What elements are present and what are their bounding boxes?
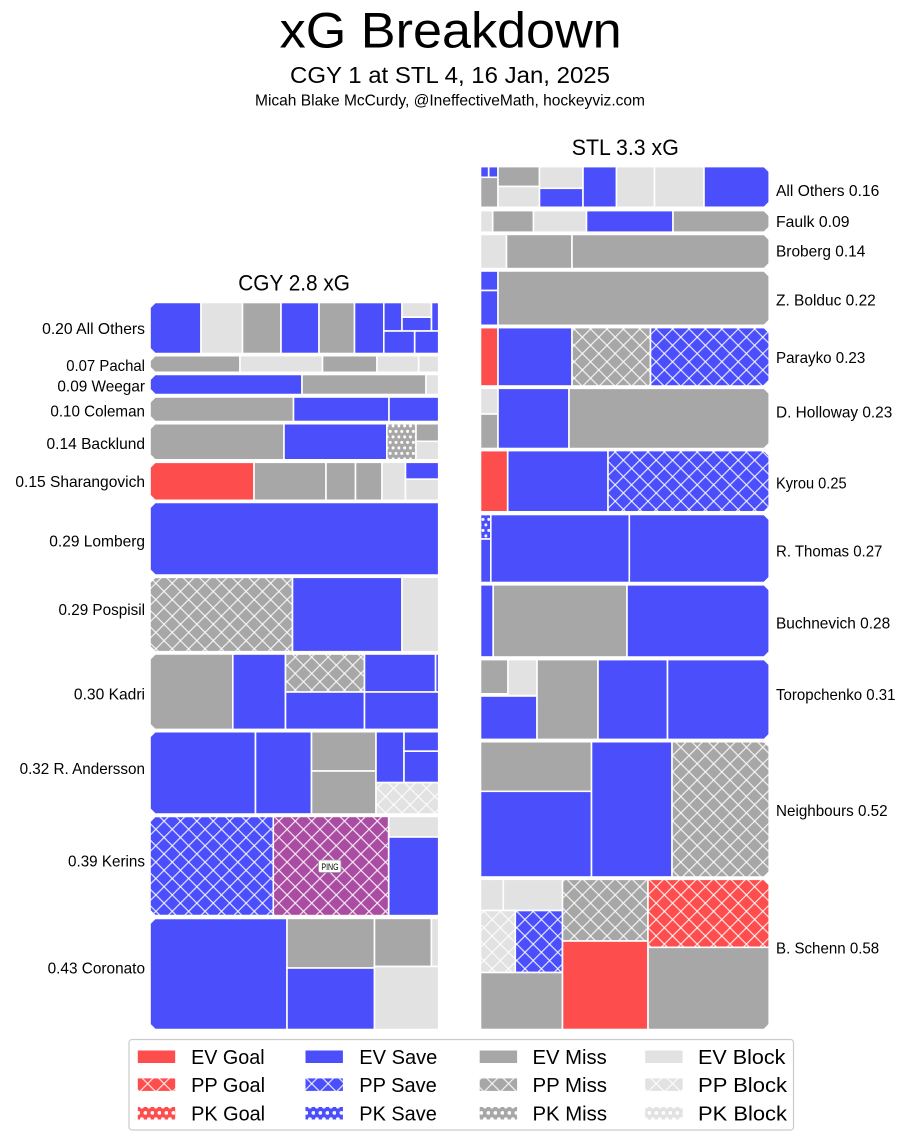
svg-text:0.14 Backlund: 0.14 Backlund — [47, 436, 146, 453]
svg-text:PP Save: PP Save — [359, 1074, 437, 1097]
svg-text:0.43 Coronato: 0.43 Coronato — [48, 961, 146, 978]
svg-text:Buchnevich 0.28: Buchnevich 0.28 — [776, 616, 890, 633]
svg-text:PP Miss: PP Miss — [533, 1074, 608, 1097]
svg-text:STL 3.3 xG: STL 3.3 xG — [572, 135, 679, 160]
svg-text:Toropchenko 0.31: Toropchenko 0.31 — [776, 687, 896, 704]
svg-text:0.39 Kerins: 0.39 Kerins — [68, 854, 145, 871]
svg-text:Faulk 0.09: Faulk 0.09 — [776, 214, 850, 231]
svg-text:PING: PING — [321, 862, 338, 872]
svg-text:0.29 Lomberg: 0.29 Lomberg — [49, 534, 145, 551]
svg-text:D. Holloway 0.23: D. Holloway 0.23 — [776, 405, 892, 422]
svg-text:EV Save: EV Save — [359, 1046, 437, 1069]
svg-text:All Others 0.16: All Others 0.16 — [776, 183, 879, 200]
svg-text:0.29 Pospisil: 0.29 Pospisil — [59, 602, 146, 619]
svg-text:PK Miss: PK Miss — [533, 1103, 608, 1126]
svg-text:PK Save: PK Save — [359, 1103, 437, 1126]
svg-text:Micah Blake McCurdy, @Ineffect: Micah Blake McCurdy, @IneffectiveMath, h… — [255, 93, 645, 110]
svg-text:0.09 Weegar: 0.09 Weegar — [57, 379, 145, 396]
svg-text:Kyrou 0.25: Kyrou 0.25 — [776, 475, 847, 492]
svg-text:PK Block: PK Block — [698, 1103, 788, 1126]
svg-text:B. Schenn 0.58: B. Schenn 0.58 — [776, 940, 879, 957]
svg-text:PK Goal: PK Goal — [191, 1103, 265, 1126]
svg-text:Parayko 0.23: Parayko 0.23 — [776, 350, 865, 367]
svg-text:0.15 Sharangovich: 0.15 Sharangovich — [15, 474, 145, 491]
svg-text:CGY 1 at STL 4, 16 Jan, 2025: CGY 1 at STL 4, 16 Jan, 2025 — [290, 62, 610, 88]
svg-text:PP Goal: PP Goal — [191, 1074, 265, 1097]
svg-text:Broberg 0.14: Broberg 0.14 — [776, 243, 865, 260]
svg-text:0.10 Coleman: 0.10 Coleman — [50, 404, 145, 421]
svg-text:Neighbours 0.52: Neighbours 0.52 — [776, 803, 888, 820]
svg-text:PP Block: PP Block — [698, 1074, 788, 1097]
svg-text:0.32 R. Andersson: 0.32 R. Andersson — [20, 761, 145, 778]
svg-text:0.30 Kadri: 0.30 Kadri — [74, 686, 145, 703]
svg-text:0.20 All Others: 0.20 All Others — [42, 321, 145, 338]
svg-text:CGY 2.8 xG: CGY 2.8 xG — [238, 271, 350, 296]
svg-text:EV Block: EV Block — [698, 1046, 786, 1069]
svg-text:xG Breakdown: xG Breakdown — [280, 3, 622, 59]
svg-text:EV Goal: EV Goal — [191, 1046, 265, 1069]
svg-text:Z. Bolduc 0.22: Z. Bolduc 0.22 — [776, 292, 876, 309]
svg-text:R. Thomas 0.27: R. Thomas 0.27 — [776, 543, 882, 560]
svg-text:EV Miss: EV Miss — [533, 1046, 607, 1069]
svg-text:0.07 Pachal: 0.07 Pachal — [66, 358, 145, 375]
